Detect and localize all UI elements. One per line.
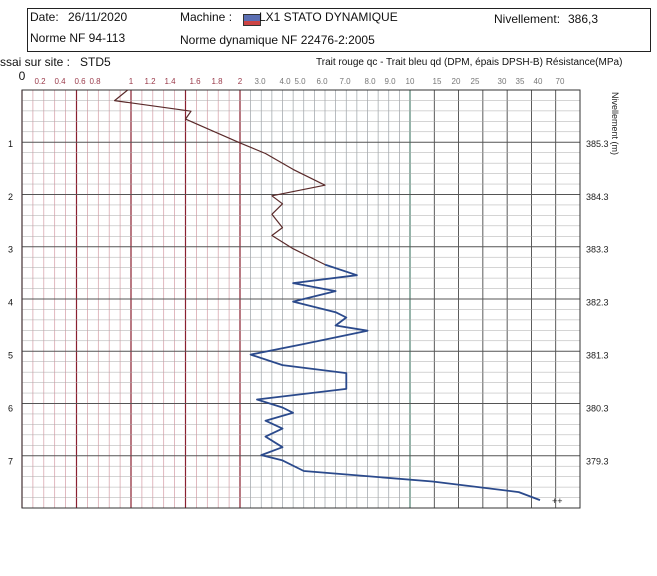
- depth-tick-label: 4: [8, 298, 13, 308]
- top-tick-label: 0.8: [89, 77, 101, 86]
- nivellement-tick-label: 382.3: [586, 298, 609, 308]
- top-tick-label: 4.0: [279, 77, 291, 86]
- nivellement-tick-label: 380.3: [586, 403, 609, 413]
- nivellement-value: 386,3: [568, 12, 599, 26]
- nivellement-tick-label: 383.3: [586, 245, 609, 255]
- nivellement-tick-label: 385.3: [586, 139, 609, 149]
- header-box: [27, 8, 651, 52]
- top-tick-label: 5.0: [294, 77, 306, 86]
- top-tick-label: 30: [498, 77, 507, 86]
- end-mark-label: ++: [552, 496, 563, 506]
- top-tick-label: 6.0: [316, 77, 328, 86]
- top-tick-label: 0.6: [74, 77, 86, 86]
- top-tick-label: 2: [238, 77, 243, 86]
- norme-label: Norme NF 94-113: [30, 31, 126, 45]
- top-tick-label: 0.2: [34, 77, 46, 86]
- machine-label: Machine :: [180, 10, 233, 24]
- top-tick-label: 7.0: [339, 77, 351, 86]
- depth-tick-label: 3: [8, 245, 13, 255]
- depth-tick-label: 5: [8, 351, 13, 361]
- date-label: Date:: [30, 10, 59, 24]
- top-tick-label: 1.6: [189, 77, 201, 86]
- depth-tick-label: 7: [8, 456, 13, 466]
- nivellement-tick-label: 381.3: [586, 351, 609, 361]
- machine-value: LX1 STATO DYNAMIQUE: [259, 10, 398, 24]
- top-tick-label: 1.4: [164, 77, 176, 86]
- depth-tick-label: 2: [8, 192, 13, 202]
- date-value: 26/11/2020: [68, 10, 128, 24]
- right-axis-label: Nivellement (m): [610, 92, 620, 155]
- essai-value: STD5: [80, 55, 111, 69]
- depth-tick-label: 6: [8, 403, 13, 413]
- top-tick-label: 15: [433, 77, 442, 86]
- top-tick-label: 0: [19, 69, 26, 83]
- top-tick-label: 1.2: [144, 77, 156, 86]
- top-tick-label: 70: [556, 77, 565, 86]
- top-tick-label: 25: [471, 77, 480, 86]
- top-tick-label: 0.4: [54, 77, 66, 86]
- plot-frame: [21, 89, 581, 509]
- top-tick-label: 9.0: [384, 77, 396, 86]
- top-tick-label: 8.0: [364, 77, 376, 86]
- top-tick-label: 40: [534, 77, 543, 86]
- machine-logo-icon: [243, 14, 261, 26]
- top-tick-label: 20: [452, 77, 461, 86]
- nivellement-tick-label: 379.3: [586, 456, 609, 466]
- nivellement-tick-label: 384.3: [586, 192, 609, 202]
- top-tick-label: 35: [516, 77, 525, 86]
- top-tick-label: 1.8: [211, 77, 223, 86]
- depth-tick-label: 1: [8, 139, 13, 149]
- series-line-qd: [249, 263, 541, 501]
- essai-label: ssai sur site :: [0, 55, 71, 69]
- top-tick-label: 3.0: [254, 77, 266, 86]
- top-tick-label: 1: [129, 77, 134, 86]
- chart-legend-text: Trait rouge qc - Trait bleu qd (DPM, épa…: [316, 57, 623, 68]
- series-line-qc: [113, 89, 326, 266]
- norme-dynamique: Norme dynamique NF 22476-2:2005: [180, 33, 375, 47]
- top-tick-label: 10: [406, 77, 415, 86]
- nivellement-label: Nivellement:: [494, 12, 561, 26]
